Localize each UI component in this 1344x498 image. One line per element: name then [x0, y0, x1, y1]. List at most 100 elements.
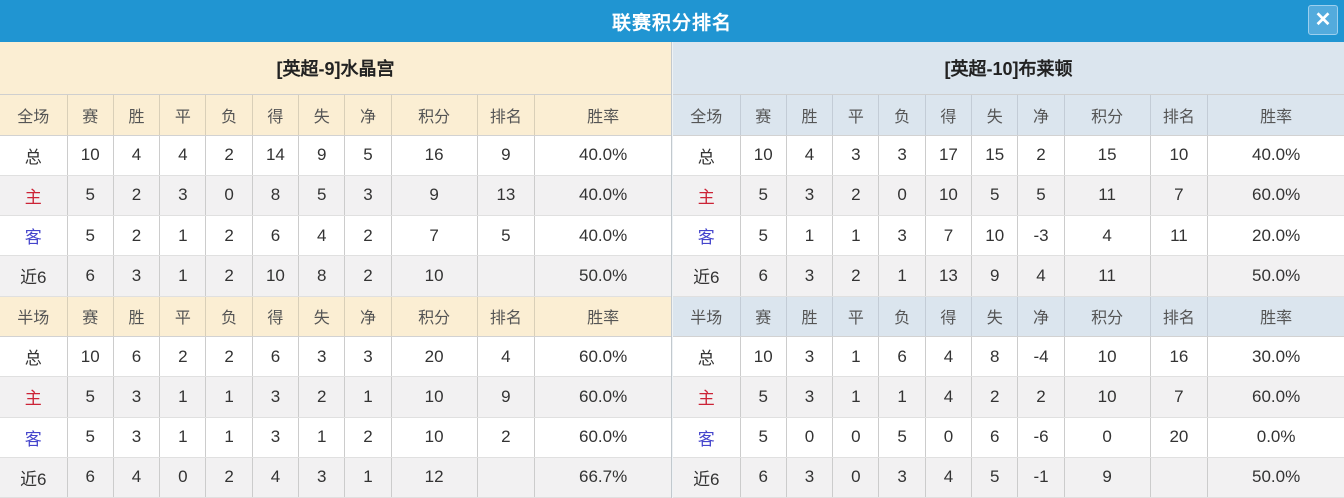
- column-header: 平: [159, 95, 207, 136]
- stat-value: 3: [878, 215, 926, 257]
- stat-value: 4: [1017, 255, 1065, 297]
- stat-value: -6: [1017, 417, 1065, 458]
- rank-value: [477, 457, 536, 498]
- column-header: 赛: [67, 95, 114, 136]
- rank-value: 13: [477, 175, 536, 217]
- stats-table-full: 全场赛胜平负得失净积分 排名 胜率总 10 4 4 2 14 9 5 16 9 40.0% 主 5 2 3 0 8 5…: [0, 95, 671, 297]
- rank-value: 4: [477, 336, 536, 378]
- stat-value: 1: [298, 417, 346, 458]
- stat-value: -4: [1017, 336, 1065, 378]
- team-panel-home: [英超-9]水晶宫 全场赛胜平负得失净积分 排名 胜率总 10 4 4 2 14 9 5 16 9 40…: [0, 42, 672, 498]
- stat-value: 4: [113, 457, 161, 498]
- winrate-value: 40.0%: [534, 135, 671, 176]
- stat-value: 8: [971, 336, 1019, 378]
- winrate-value: 20.0%: [1207, 215, 1344, 257]
- stat-value: 5: [67, 376, 114, 418]
- stat-value: 0: [832, 417, 880, 458]
- column-header: 积分: [391, 95, 478, 136]
- stat-value: 5: [971, 175, 1019, 217]
- stat-value: 5: [971, 457, 1019, 498]
- column-header: 失: [298, 95, 346, 136]
- stat-value: 4: [113, 135, 161, 176]
- column-header: 胜率: [1207, 296, 1344, 337]
- stat-value: 6: [740, 457, 787, 498]
- stat-value: 5: [298, 175, 346, 217]
- points-value: 9: [391, 175, 478, 217]
- stat-value: 1: [878, 376, 926, 418]
- stat-value: 6: [878, 336, 926, 378]
- column-header: 平: [832, 296, 880, 337]
- stats-row-total: 总 10 6 2 2 6 3 3 20 4 60.0%: [0, 336, 671, 378]
- rank-value: 7: [1150, 175, 1209, 217]
- stat-value: 3: [344, 336, 392, 378]
- column-header: 失: [971, 95, 1019, 136]
- stats-row-away: 客 5 0 0 5 0 6 -6 0 20 0.0%: [673, 417, 1344, 458]
- column-header: 净: [1017, 95, 1065, 136]
- comparison-content: [英超-9]水晶宫 全场赛胜平负得失净积分 排名 胜率总 10 4 4 2 14 9 5 16 9 40…: [0, 42, 1344, 498]
- stats-row-home: 主 5 2 3 0 8 5 3 9 13 40.0%: [0, 175, 671, 217]
- stat-value: 3: [786, 255, 834, 297]
- stats-table-full: 全场赛胜平负得失净积分 排名 胜率总 10 4 3 3 17 15 2 15 10 40.0% 主 5 3 2 0…: [673, 95, 1344, 297]
- stat-value: 2: [971, 376, 1019, 418]
- column-header: 排名: [1150, 95, 1209, 136]
- column-header: 负: [878, 296, 926, 337]
- winrate-value: 0.0%: [1207, 417, 1344, 458]
- stat-value: 1: [159, 215, 207, 257]
- row-label: 客: [673, 215, 741, 257]
- row-label: 主: [673, 175, 741, 217]
- stat-value: 17: [925, 135, 973, 176]
- column-header: 赛: [740, 95, 787, 136]
- row-label: 近6: [0, 255, 68, 297]
- stat-value: 6: [740, 255, 787, 297]
- stat-value: 7: [925, 215, 973, 257]
- stat-value: 5: [740, 175, 787, 217]
- stat-value: 4: [298, 215, 346, 257]
- close-button[interactable]: ✕: [1308, 5, 1338, 35]
- stat-value: 2: [205, 336, 253, 378]
- column-header: 平: [159, 296, 207, 337]
- column-header: 胜: [786, 296, 834, 337]
- stat-value: 2: [344, 255, 392, 297]
- stat-value: 2: [205, 457, 253, 498]
- stat-value: 3: [786, 457, 834, 498]
- rank-value: 2: [477, 417, 536, 458]
- scope-header: 半场: [673, 296, 741, 337]
- header-row: 半场赛胜平负得失净积分 排名 胜率: [0, 296, 671, 337]
- column-header: 胜率: [534, 95, 671, 136]
- titlebar: 联赛积分排名 ✕: [0, 0, 1344, 42]
- stat-value: 8: [252, 175, 300, 217]
- column-header: 负: [205, 296, 253, 337]
- winrate-value: 60.0%: [1207, 175, 1344, 217]
- stat-value: 1: [786, 215, 834, 257]
- stat-value: 9: [971, 255, 1019, 297]
- column-header: 得: [252, 296, 300, 337]
- stat-value: 10: [67, 336, 114, 378]
- stat-value: 3: [113, 255, 161, 297]
- column-header: 胜: [113, 95, 161, 136]
- column-header: 失: [298, 296, 346, 337]
- scope-header: 半场: [0, 296, 68, 337]
- stat-value: 4: [159, 135, 207, 176]
- stat-value: 1: [159, 255, 207, 297]
- stat-value: 10: [925, 175, 973, 217]
- stat-value: 2: [205, 255, 253, 297]
- stat-value: 0: [205, 175, 253, 217]
- stat-value: 14: [252, 135, 300, 176]
- column-header: 积分: [1064, 95, 1151, 136]
- stat-value: 6: [971, 417, 1019, 458]
- column-header: 排名: [477, 95, 536, 136]
- winrate-value: 60.0%: [534, 336, 671, 378]
- stat-value: 2: [1017, 376, 1065, 418]
- stat-value: 2: [344, 215, 392, 257]
- team-tables-home: 全场赛胜平负得失净积分 排名 胜率总 10 4 4 2 14 9 5 16 9 40.0% 主 5 2 3 0 8 5…: [0, 95, 671, 498]
- stat-value: 3: [878, 135, 926, 176]
- stats-table-half: 半场赛胜平负得失净积分 排名 胜率总 10 3 1 6 4 8 -4 10 16 30.0% 主 5 3 1 1 4…: [673, 296, 1344, 498]
- points-value: 9: [1064, 457, 1151, 498]
- dialog-title: 联赛积分排名: [611, 12, 732, 34]
- team-name-home: [英超-9]水晶宫: [0, 42, 671, 95]
- row-label: 主: [673, 376, 741, 418]
- stat-value: 5: [740, 215, 787, 257]
- winrate-value: 50.0%: [534, 255, 671, 297]
- stat-value: -3: [1017, 215, 1065, 257]
